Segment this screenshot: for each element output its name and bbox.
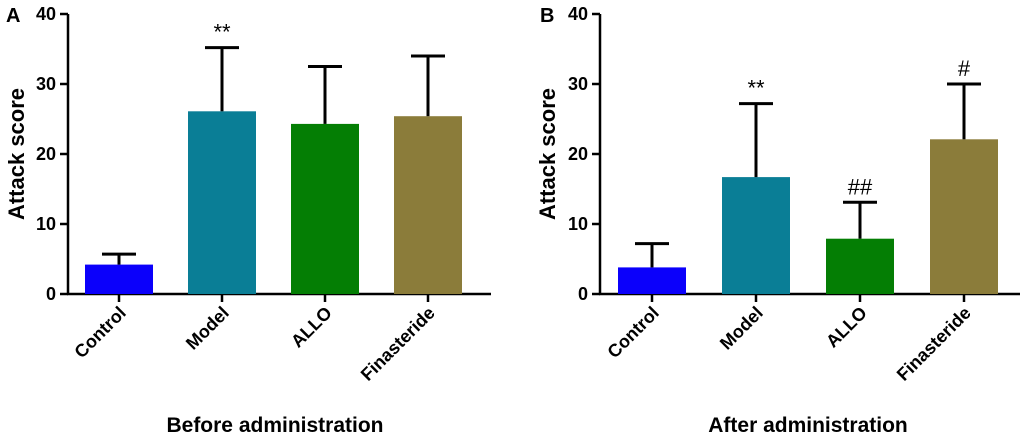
bar-control <box>85 264 153 294</box>
chart-panel-b: B 0 10 20 30 40 Attack score Control Model ** ALLO… <box>535 4 1020 437</box>
x-axis-title: After administration <box>708 414 908 437</box>
y-tick-label: 40 <box>568 4 588 24</box>
y-tick-label: 40 <box>36 4 56 24</box>
x-axis-title: Before administration <box>166 414 383 437</box>
significance-annotation: # <box>958 56 971 81</box>
y-tick-label: 0 <box>578 284 588 304</box>
bar-allo <box>826 238 894 294</box>
category-label: Model <box>716 303 767 354</box>
category-label: Control <box>603 303 662 362</box>
significance-annotation: ## <box>848 174 873 199</box>
y-tick-label: 20 <box>568 144 588 164</box>
y-tick-label: 30 <box>568 74 588 94</box>
y-axis-title: Attack score <box>535 88 560 220</box>
category-label: ALLO <box>822 303 871 352</box>
category-label: Control <box>70 303 129 362</box>
bar-finasteride <box>930 139 998 294</box>
category-label: Finasteride <box>357 303 439 385</box>
bar-allo <box>291 123 359 295</box>
bar-model <box>722 177 790 294</box>
category-label: Finasteride <box>893 303 975 385</box>
bar-model <box>188 111 256 294</box>
y-tick-label: 20 <box>36 144 56 164</box>
y-axis-title: Attack score <box>4 88 29 220</box>
chart-panel-a: A 0 10 20 30 40 Attack score Control Model ** ALLO… <box>4 4 491 437</box>
bar-control <box>618 267 686 294</box>
y-tick-label: 30 <box>36 74 56 94</box>
significance-annotation: ** <box>213 20 231 45</box>
category-label: Model <box>182 303 233 354</box>
y-tick-label: 0 <box>46 284 56 304</box>
panel-label: B <box>540 5 554 27</box>
y-tick-label: 10 <box>36 214 56 234</box>
panel-label: A <box>6 5 20 27</box>
category-label: ALLO <box>287 303 336 352</box>
y-tick-label: 10 <box>568 214 588 234</box>
bar-finasteride <box>394 116 462 294</box>
significance-annotation: ** <box>747 76 765 101</box>
